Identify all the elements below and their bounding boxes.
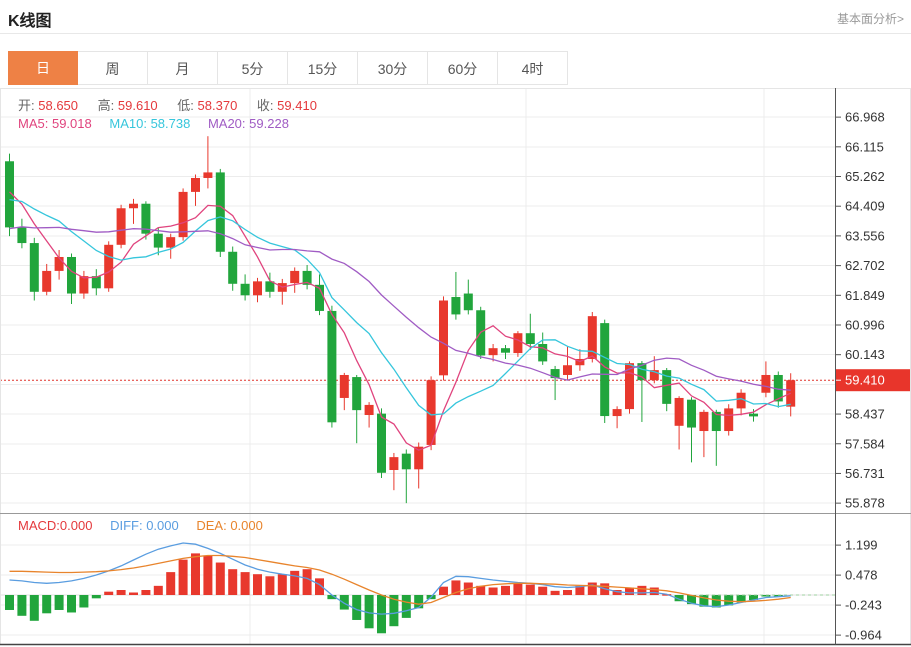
candles-layer [5,136,796,504]
tab-week[interactable]: 周 [78,51,148,85]
svg-text:-0.243: -0.243 [845,598,882,613]
panel-borders [0,88,911,646]
svg-text:55.878: 55.878 [845,496,885,511]
tab-day[interactable]: 日 [8,51,78,85]
dea-line [9,554,791,605]
tab-5min[interactable]: 5分 [218,51,288,85]
tab-4hour[interactable]: 4时 [498,51,568,85]
diff-line [9,542,791,615]
title-divider [0,33,911,34]
svg-text:62.702: 62.702 [845,258,885,273]
tab-month[interactable]: 月 [148,51,218,85]
svg-text:66.968: 66.968 [845,110,885,125]
svg-text:-0.964: -0.964 [845,628,882,643]
ma20-line [9,226,791,391]
macd-lines [9,542,791,615]
svg-text:59.410: 59.410 [845,373,885,388]
svg-text:56.731: 56.731 [845,466,885,481]
interval-tab-bar: 日 周 月 5分 15分 30分 60分 4时 [8,51,568,85]
ma10-line [9,198,791,416]
tab-60min[interactable]: 60分 [428,51,498,85]
svg-text:61.849: 61.849 [845,288,885,303]
svg-text:58.437: 58.437 [845,407,885,422]
ma5-line [9,191,791,451]
svg-text:1.199: 1.199 [845,538,878,553]
grid-lines [0,88,835,645]
price-axis: 66.968 66.115 65.262 64.409 63.556 62.702 61.8… [836,110,885,511]
macd-axis: 1.199 0.478 -0.243 -0.964 [836,538,882,643]
svg-text:60.143: 60.143 [845,347,885,362]
svg-text:60.996: 60.996 [845,317,885,332]
svg-text:63.556: 63.556 [845,228,885,243]
ma-lines [9,191,791,451]
tab-30min[interactable]: 30分 [358,51,428,85]
svg-text:65.262: 65.262 [845,169,885,184]
svg-text:57.584: 57.584 [845,436,885,451]
fundamental-analysis-link[interactable]: 基本面分析> [836,12,904,26]
svg-text:0.478: 0.478 [845,568,878,583]
tab-15min[interactable]: 15分 [288,51,358,85]
svg-text:64.409: 64.409 [845,199,885,214]
svg-text:66.115: 66.115 [845,139,884,154]
kline-chart-area[interactable]: 66.968 66.115 65.262 64.409 63.556 62.702 61.8… [0,88,911,647]
page-title: K线图 [8,13,52,30]
kline-chart-svg: 66.968 66.115 65.262 64.409 63.556 62.702 61.8… [0,88,911,646]
current-price-badge: 59.410 [836,369,910,392]
